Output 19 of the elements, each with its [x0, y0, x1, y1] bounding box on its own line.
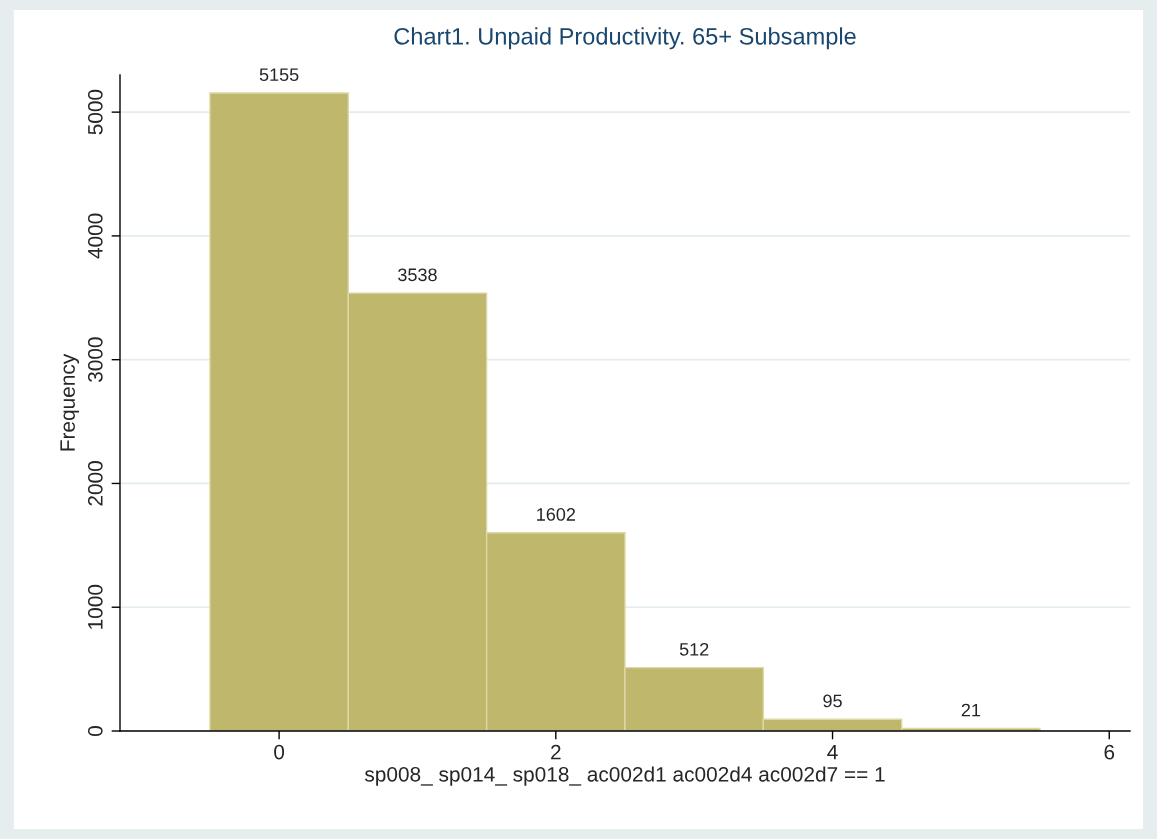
- data-label: 5155: [259, 68, 299, 82]
- y-tick-label: 1000: [87, 584, 103, 629]
- y-tick-label: 4000: [87, 213, 103, 259]
- y-tick-label: 0: [87, 726, 103, 736]
- data-label: 95: [823, 694, 842, 708]
- x-tick-label: 0: [274, 744, 285, 760]
- y-tick-label: 2000: [87, 461, 103, 506]
- data-label: 21: [961, 703, 981, 717]
- y-tick-label: 5000: [87, 89, 103, 135]
- chart-title: Chart1. Unpaid Productivity. 65+ Subsample: [394, 27, 856, 50]
- data-label: 512: [679, 642, 709, 656]
- x-axis-title: sp008_ sp014_ sp018_ ac002d1 ac002d4 ac002d7 == 1: [364, 766, 885, 786]
- data-label: 3538: [398, 268, 437, 282]
- x-tick-label: 2: [551, 744, 561, 760]
- y-tick-label: 3000: [87, 337, 103, 383]
- x-tick-label: 6: [1104, 744, 1115, 760]
- y-axis-title: Frequency: [60, 353, 80, 451]
- data-label: 1602: [537, 508, 575, 521]
- x-tick-label: 4: [827, 744, 838, 760]
